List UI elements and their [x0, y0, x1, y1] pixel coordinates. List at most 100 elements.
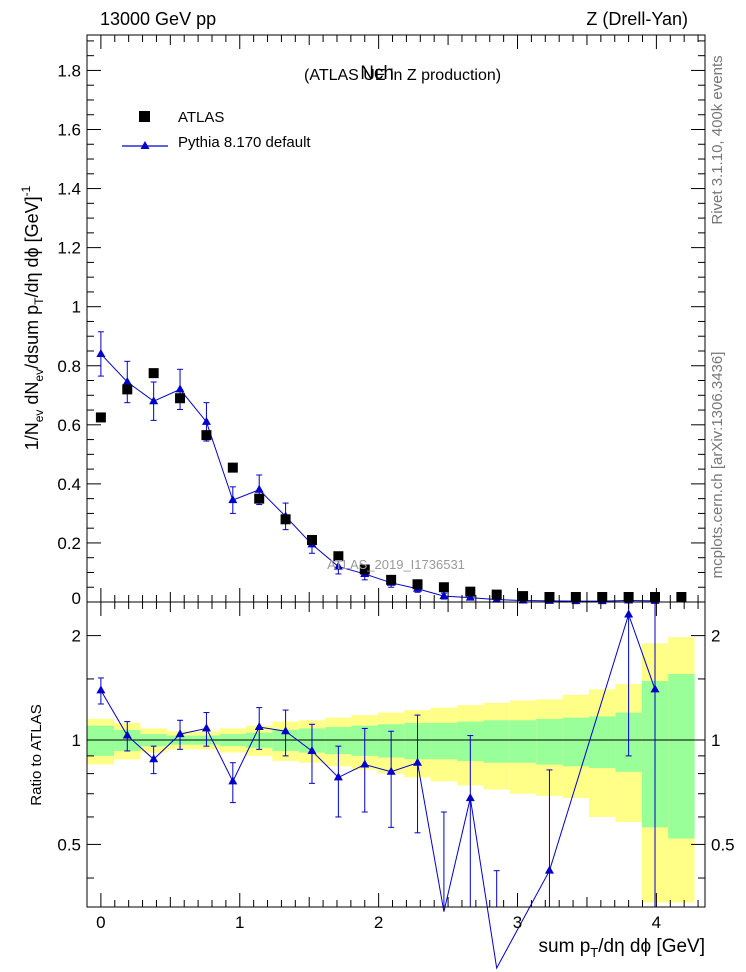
ratio-mc-point: [360, 759, 370, 768]
main-y-ticks: 0 0.2 0.4 0.6 0.8 1 1.2 1.4 1.6 1.8: [57, 40, 705, 608]
stat-band: [536, 718, 563, 765]
main-data-point: [227, 462, 238, 473]
main-y-tick-label: 1.6: [57, 121, 81, 140]
main-data-point: [412, 579, 423, 590]
main-y-tick-label: 1: [72, 298, 81, 317]
main-mc-point: [201, 416, 211, 425]
main-data-point: [175, 393, 186, 404]
main-mc-point: [122, 376, 132, 385]
main-data-point: [95, 412, 106, 423]
main-data-point: [438, 582, 449, 593]
ratio-mc-point: [650, 684, 660, 693]
ratio-mc-point: [254, 722, 264, 731]
legend-data-label: ATLAS: [178, 109, 224, 126]
ratio-y-tick-label: 0.5: [57, 835, 81, 854]
main-y-tick-label: 1.4: [57, 180, 81, 199]
legend-data-marker: [139, 111, 150, 122]
main-mc-point: [333, 561, 343, 570]
ratio-mc-point: [544, 865, 554, 874]
x-tick-label: 0: [96, 913, 105, 932]
main-data-point: [570, 592, 581, 602]
main-data-point: [491, 589, 502, 600]
main-data-point: [359, 564, 370, 575]
ratio-y-tick-label: 1: [72, 731, 81, 750]
ratio-mc-point: [228, 776, 238, 785]
main-data-point: [544, 592, 555, 602]
stat-band: [668, 674, 695, 839]
ratio-panel: 0.5 0.5 1 1 2 2 0 1 2 3 4 Ratio to ATLAS sum pT/d…: [28, 601, 735, 970]
stat-band: [430, 722, 458, 760]
stat-band: [509, 720, 537, 763]
main-data-point: [201, 430, 212, 441]
main-data-point: [650, 592, 661, 602]
main-data-point: [122, 384, 133, 395]
main-y-tick-label: 0: [72, 589, 81, 608]
watermark: ATLAS_2019_I1736531: [327, 557, 465, 572]
main-mc-line: [100, 353, 656, 602]
legend-mc-label: Pythia 8.170 default: [178, 134, 311, 151]
ratio-y-tick-label: 2: [72, 627, 81, 646]
ratio-mc-point: [465, 793, 475, 802]
main-y-axis-label: 1/Nev dNev/dsum pT/dη dϕ [GeV]-1: [19, 185, 46, 450]
main-data-point: [333, 551, 344, 562]
x-tick-label: 3: [513, 913, 522, 932]
main-y-tick-label: 1.2: [57, 239, 81, 258]
plot-title: Nch: [360, 63, 394, 84]
ratio-mc-point: [122, 730, 132, 739]
main-y-tick-label: 0.6: [57, 416, 81, 435]
main-y-tick-label: 0.4: [57, 475, 81, 494]
main-y-tick-label: 0.8: [57, 357, 81, 376]
main-y-tick-label: 0.2: [57, 534, 81, 553]
main-data-point: [306, 534, 317, 545]
x-tick-label: 4: [652, 913, 661, 932]
main-data-point: [148, 368, 159, 379]
ratio-y-tick-label-right: 0.5: [711, 835, 735, 854]
main-data-point: [386, 574, 397, 585]
ratio-mc-point: [386, 766, 396, 775]
process-label: Z (Drell-Yan): [586, 9, 688, 29]
ratio-mc-point: [96, 685, 106, 694]
ratio-mc-point: [624, 609, 634, 618]
x-axis-label: sum pT/dη dϕ [GeV]: [539, 936, 705, 960]
ratio-mc-point: [333, 772, 343, 781]
main-data-point: [280, 514, 291, 525]
main-data-point: [254, 493, 265, 504]
x-tick-label: 2: [374, 913, 383, 932]
main-y-tick-label: 1.8: [57, 61, 81, 80]
x-tick-label: 1: [235, 913, 244, 932]
main-plot-area: [95, 331, 687, 605]
main-mc-point: [254, 484, 264, 493]
main-data-point: [518, 591, 529, 602]
ratio-mc-point: [307, 745, 317, 754]
ratio-mc-point: [413, 757, 423, 766]
main-x-ticks: [86, 35, 699, 602]
rivet-label: Rivet 3.1.10, 400k events: [709, 55, 726, 224]
stat-band: [562, 717, 590, 767]
main-data-point: [597, 592, 608, 602]
main-mc-point: [175, 384, 185, 393]
ratio-frame: [86, 601, 706, 908]
main-mc-point: [149, 396, 159, 405]
main-data-point: [676, 592, 687, 602]
ratio-mc-point: [201, 723, 211, 732]
stat-band: [589, 716, 616, 769]
mcplots-label: mcplots.cern.ch [arXiv:1306.3436]: [709, 352, 726, 579]
legend-mc-marker: [140, 141, 150, 149]
stat-band: [483, 720, 510, 763]
main-panel: 0 0.2 0.4 0.6 0.8 1 1.2 1.4 1.6 1.8 Nch (ATLAS UE…: [19, 34, 706, 608]
ratio-mc-point: [149, 754, 159, 763]
energy-label: 13000 GeV pp: [100, 9, 216, 29]
main-data-point: [465, 586, 476, 597]
stat-band: [87, 725, 115, 756]
ratio-mc-point: [175, 729, 185, 738]
ratio-y-tick-label-right: 1: [711, 731, 720, 750]
ratio-mc-point: [281, 726, 291, 735]
ratio-plot-area: [87, 602, 705, 970]
ratio-y-ticks: 0.5 0.5 1 1 2 2: [57, 627, 735, 879]
main-mc-point: [439, 591, 449, 600]
ratio-y-tick-label-right: 2: [711, 627, 720, 646]
main-mc-point: [228, 495, 238, 504]
ratio-y-axis-label: Ratio to ATLAS: [28, 704, 45, 805]
main-mc-point: [96, 348, 106, 357]
